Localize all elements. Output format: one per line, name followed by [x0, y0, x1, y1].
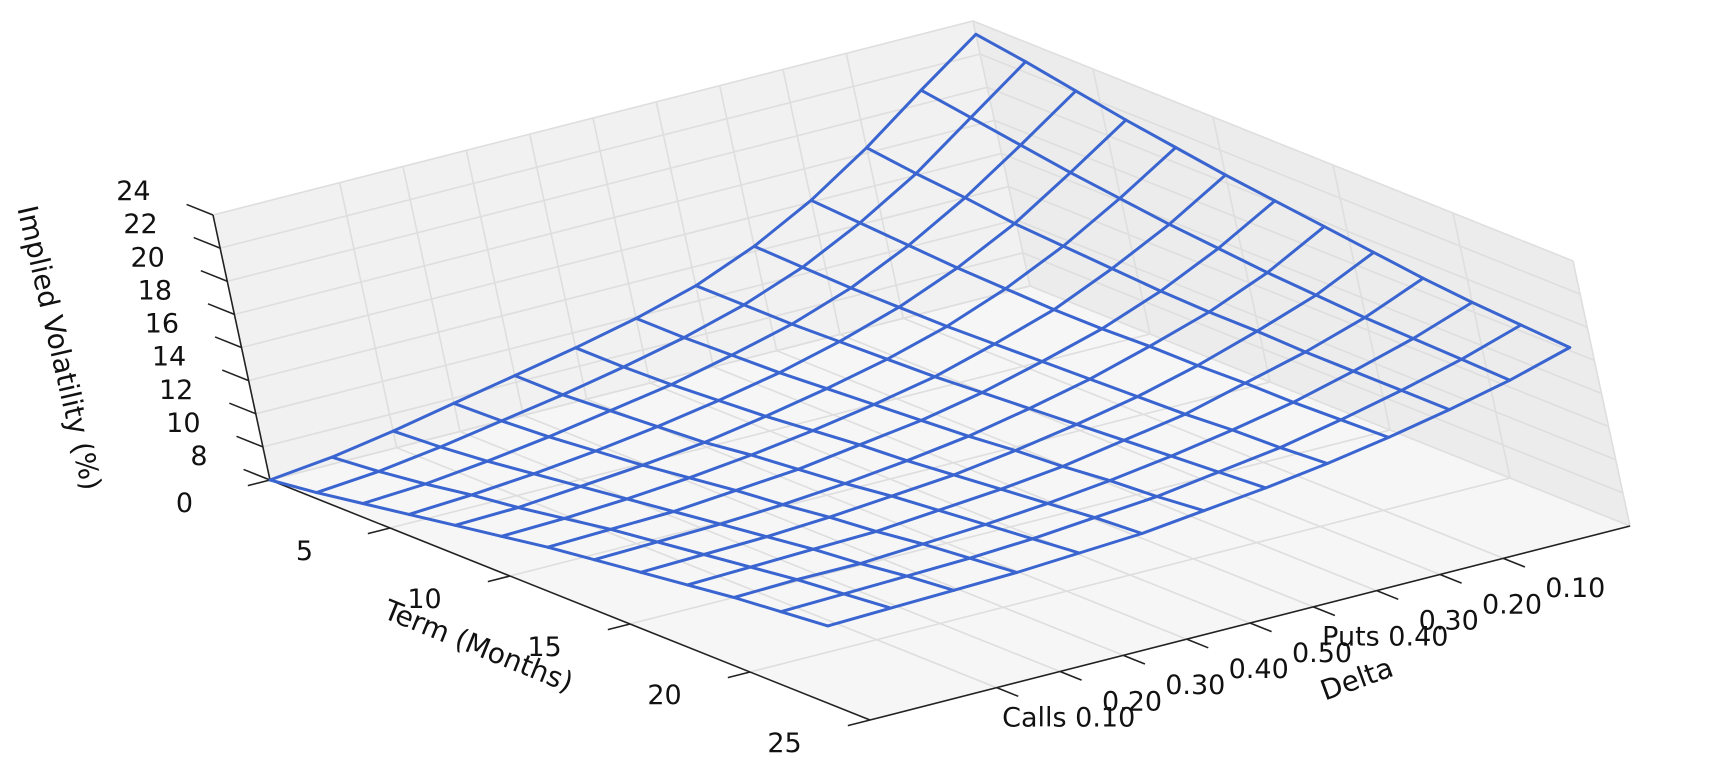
- iv-tick-label: 12: [159, 375, 193, 406]
- delta-tick-label: Calls 0.10: [1002, 703, 1135, 734]
- iv-tick: [214, 336, 242, 349]
- iv-tick: [243, 468, 271, 481]
- delta-tick-label: 0.20: [1482, 589, 1542, 620]
- term-tick: [487, 575, 511, 583]
- term-tick-label: 20: [647, 680, 681, 711]
- iv-tick-label: 10: [166, 408, 200, 439]
- term-tick-label: 10: [407, 584, 441, 615]
- wire-delta-line: [752, 244, 1329, 465]
- iv-tick: [186, 203, 214, 216]
- gridline-iv: [269, 285, 1631, 527]
- iv-tick-label: 14: [152, 342, 186, 373]
- wire-delta-line: [513, 374, 1081, 555]
- delta-tick: [1376, 589, 1399, 601]
- iv-tick: [221, 369, 249, 382]
- gridline-iv: [219, 53, 1581, 295]
- gridline-iv: [212, 20, 1574, 262]
- delta-tick-label: 0.50: [1292, 638, 1352, 669]
- gridline-iv: [234, 119, 1595, 362]
- iv-tick-label: 24: [116, 176, 150, 207]
- wire-delta-line: [809, 198, 1391, 439]
- iv-tick-label: 16: [145, 309, 179, 340]
- gridline-iv: [255, 218, 1617, 461]
- iv-tick: [200, 269, 228, 282]
- gridline-iv: [241, 152, 1602, 395]
- term-tick-label: 15: [527, 632, 561, 663]
- term-tick-label: 25: [767, 728, 801, 759]
- surface-wireframe: [268, 32, 1572, 628]
- gridline-iv: [227, 86, 1588, 329]
- iv-tick: [236, 435, 264, 448]
- iv-tick-label: 18: [138, 275, 172, 306]
- gridline-iv: [248, 185, 1609, 428]
- wire-delta-line: [634, 316, 1206, 513]
- delta-tick: [1059, 670, 1082, 681]
- delta-tick: [1503, 557, 1526, 568]
- delta-tick-label: 0.30: [1419, 606, 1479, 637]
- term-tick: [247, 479, 271, 487]
- wire-delta-line: [974, 32, 1572, 349]
- wire-delta-line: [452, 401, 1019, 574]
- iv-tick-label: 20: [130, 242, 164, 273]
- iv-tick-label: 22: [123, 209, 157, 240]
- wire-delta-line: [574, 346, 1144, 535]
- delta-tick: [1439, 573, 1462, 584]
- delta-tick: [1123, 654, 1146, 665]
- wire-delta-line: [865, 146, 1451, 412]
- z-axis-label: Implied Volatility (%): [10, 202, 108, 493]
- delta-tick: [1313, 606, 1336, 617]
- delta-tick-label: 0.30: [1165, 670, 1225, 701]
- wire-delta-line: [268, 478, 830, 628]
- delta-tick-label: Puts 0.40: [1322, 622, 1448, 653]
- wire-delta-line: [391, 429, 956, 592]
- iv-tick: [207, 303, 235, 316]
- delta-tick: [1249, 622, 1272, 633]
- term-tick: [727, 671, 751, 679]
- wire-delta-line: [694, 284, 1268, 490]
- chart-axes: [186, 203, 1631, 727]
- term-tick: [607, 623, 631, 631]
- term-tick-label: 0: [176, 488, 193, 519]
- term-tick: [367, 527, 391, 535]
- wire-delta-line: [919, 88, 1512, 382]
- term-axis-line: [269, 479, 871, 721]
- delta-tick: [1186, 638, 1209, 649]
- delta-tick: [996, 686, 1019, 698]
- delta-tick-label: 0.40: [1229, 654, 1289, 685]
- iv-tick-label: 8: [190, 441, 207, 472]
- delta-tick-label: 0.10: [1545, 573, 1605, 604]
- wire-delta-line: [330, 455, 893, 610]
- term-tick-label: 5: [296, 536, 313, 567]
- term-tick: [847, 719, 871, 727]
- gridline-iv: [262, 252, 1624, 494]
- iv-tick: [193, 236, 221, 249]
- iv-tick: [229, 402, 257, 415]
- delta-tick-label: 0.20: [1102, 686, 1162, 717]
